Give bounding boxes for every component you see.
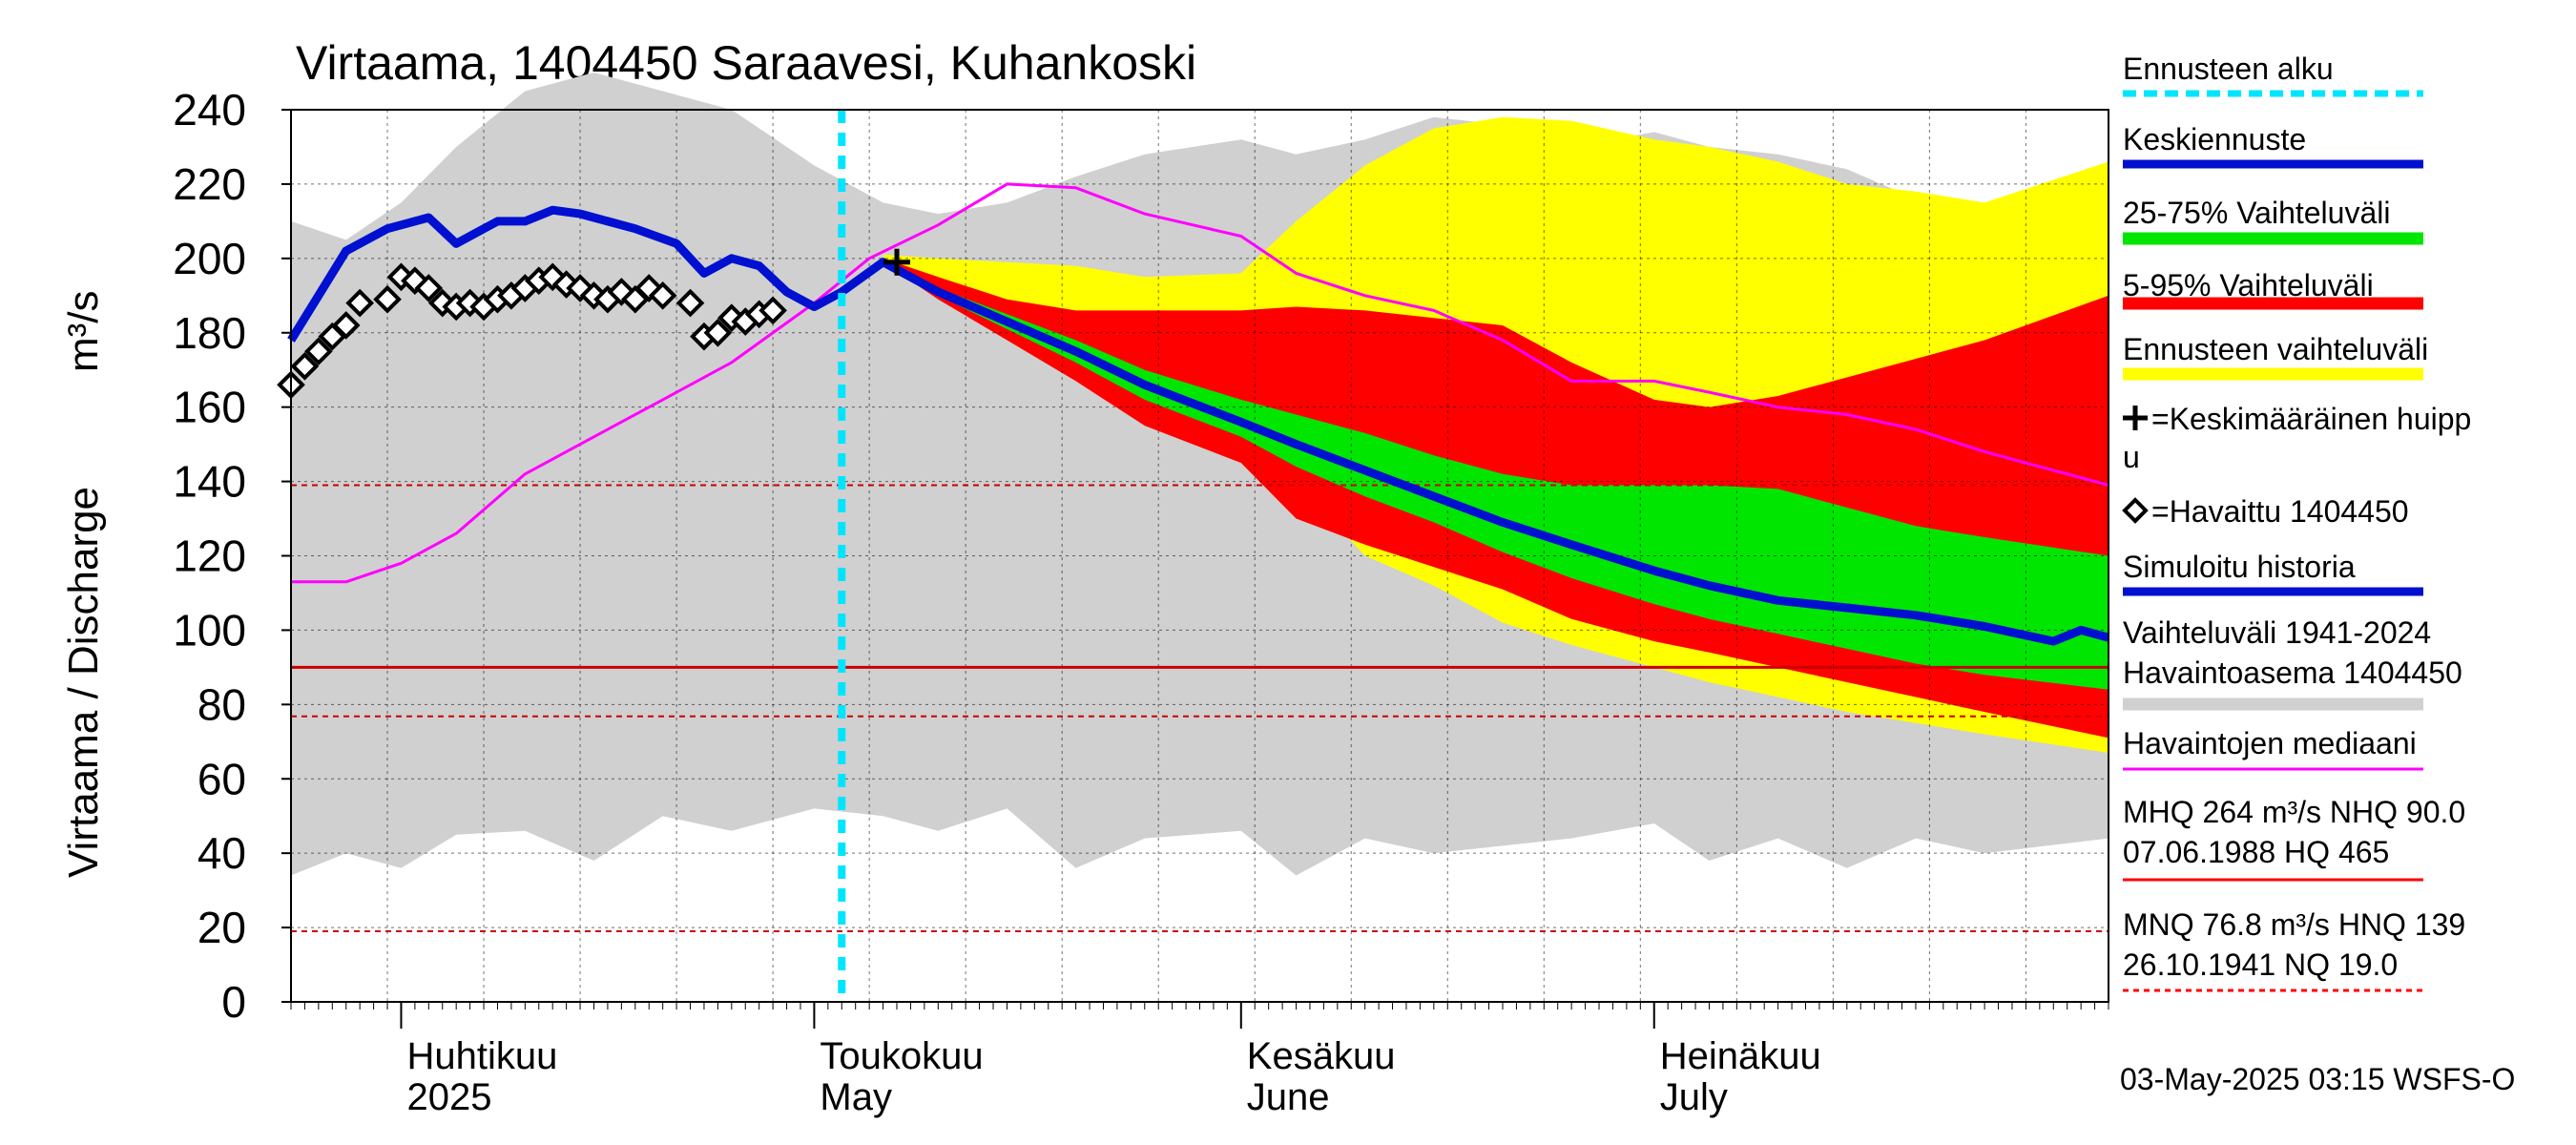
legend-label: =Havaittu 1404450 [2151, 494, 2409, 529]
legend-label: Ennusteen vaihteluväli [2123, 332, 2428, 366]
observed-point [648, 281, 677, 310]
y-tick-label: 40 [197, 828, 246, 878]
footer-timestamp: 03-May-2025 03:15 WSFS-O [2120, 1062, 2515, 1096]
legend-label: 25-75% Vaihteluväli [2123, 196, 2390, 230]
month-label-en: June [1247, 1076, 1330, 1118]
reference-lines-layer [291, 484, 2109, 932]
y-tick-label: 20 [197, 903, 246, 952]
y-tick-label: 0 [221, 977, 246, 1027]
month-label-fi: Kesäkuu [1247, 1035, 1396, 1077]
y-tick-label: 180 [173, 308, 246, 358]
observed-point [373, 284, 402, 314]
y-tick-label: 100 [173, 605, 246, 655]
y-tick-label: 160 [173, 383, 246, 432]
month-label-en: July [1660, 1076, 1728, 1118]
markers-layer [277, 248, 910, 400]
bands-layer [291, 73, 2109, 876]
observed-point [345, 288, 374, 318]
chart-title: Virtaama, 1404450 Saraavesi, Kuhankoski [296, 36, 1196, 90]
month-label-fi: Huhtikuu [406, 1035, 557, 1077]
y-tick-label: 240 [173, 85, 246, 135]
legend-label-line2: 26.10.1941 NQ 19.0 [2123, 947, 2398, 982]
month-label-en: May [820, 1076, 892, 1118]
legend-label: Havaintojen mediaani [2123, 726, 2417, 760]
observed-point [675, 288, 705, 318]
month-label-fi: Toukokuu [820, 1035, 983, 1077]
y-tick-label: 120 [173, 531, 246, 581]
legend-label: Ennusteen alku [2123, 52, 2334, 86]
mean-forecast-line [839, 258, 2110, 646]
month-label-en: 2025 [406, 1076, 491, 1118]
y-tick-label: 220 [173, 159, 246, 209]
legend-label: =Keskimääräinen huipp [2151, 402, 2471, 436]
legend-plus-symbol [2123, 406, 2148, 430]
y-tick-label: 80 [197, 679, 246, 729]
p25-75-band [883, 261, 2109, 690]
y-axis-label: Virtaama / Discharge [60, 487, 107, 878]
legend-label-line2: u [2123, 440, 2140, 474]
legend-label-line2: Havaintoasema 1404450 [2123, 656, 2462, 690]
legend-label: Simuloitu historia [2123, 550, 2356, 584]
observed-point [414, 274, 444, 302]
y-tick-label: 200 [173, 234, 246, 283]
y-axis-unit: m³/s [60, 290, 107, 372]
observed-point [758, 296, 787, 325]
series-layer [287, 110, 2110, 1002]
legend-diamond-symbol [2122, 497, 2149, 524]
legend: Ennusteen alku Keskiennuste 25-75% Vaihtel… [2122, 52, 2471, 992]
month-label-fi: Heinäkuu [1660, 1035, 1821, 1077]
mean-peak-marker [883, 248, 910, 276]
simulated-history-line [287, 205, 844, 343]
y-tick-label: 140 [173, 457, 246, 507]
legend-label: MHQ 264 m³/s NHQ 90.0 [2123, 795, 2465, 829]
legend-label: Keskiennuste [2123, 122, 2306, 156]
legend-label: MNQ 76.8 m³/s HNQ 139 [2123, 907, 2465, 942]
legend-label: 5-95% Vaihteluväli [2123, 268, 2374, 302]
observed-point [304, 337, 333, 366]
plot-area [277, 73, 2110, 1003]
observed-point [290, 351, 320, 381]
y-axis: 0 20 40 60 80 100 120 140 160 180 200 220 240 [173, 85, 291, 1027]
y-tick-label: 60 [197, 754, 246, 803]
legend-label-line2: 07.06.1988 HQ 465 [2123, 835, 2389, 869]
observed-point [331, 311, 361, 340]
legend-label: Vaihteluväli 1941-2024 [2123, 615, 2431, 650]
median-line [291, 182, 2109, 584]
observed-point [703, 318, 733, 347]
